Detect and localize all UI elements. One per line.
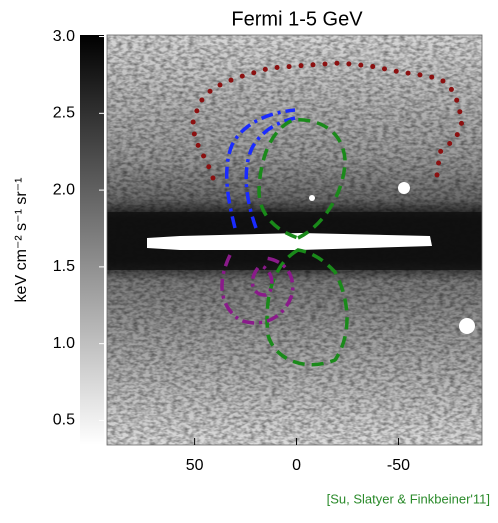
y-tick-label: 2.0 <box>53 181 75 198</box>
colorbar-label: keV cm⁻² s⁻¹ sr⁻¹ <box>13 178 30 303</box>
y-tick-label: 0.5 <box>53 412 75 429</box>
y-tick-label: 2.5 <box>53 105 75 122</box>
y-tick-label: 1.0 <box>53 335 75 352</box>
y-tick-label: 3.0 <box>53 28 75 45</box>
disk-emission <box>147 233 432 250</box>
x-tick-label: 50 <box>186 457 204 474</box>
x-tick-label: -50 <box>387 457 410 474</box>
sky-map <box>107 35 482 445</box>
map-frame <box>106 34 483 446</box>
x-tick-label: 0 <box>292 457 301 474</box>
point-source <box>309 195 315 201</box>
chart-title: Fermi 1-5 GeV <box>231 8 363 30</box>
credit: [Su, Slatyer & Finkbeiner'11] <box>327 491 490 506</box>
blue-contour <box>224 108 296 229</box>
colorbar <box>80 35 104 445</box>
point-source <box>459 318 475 334</box>
purple-contour <box>220 254 295 325</box>
y-tick-label: 1.5 <box>53 258 75 275</box>
green-contour <box>257 118 349 367</box>
point-source <box>398 182 410 194</box>
